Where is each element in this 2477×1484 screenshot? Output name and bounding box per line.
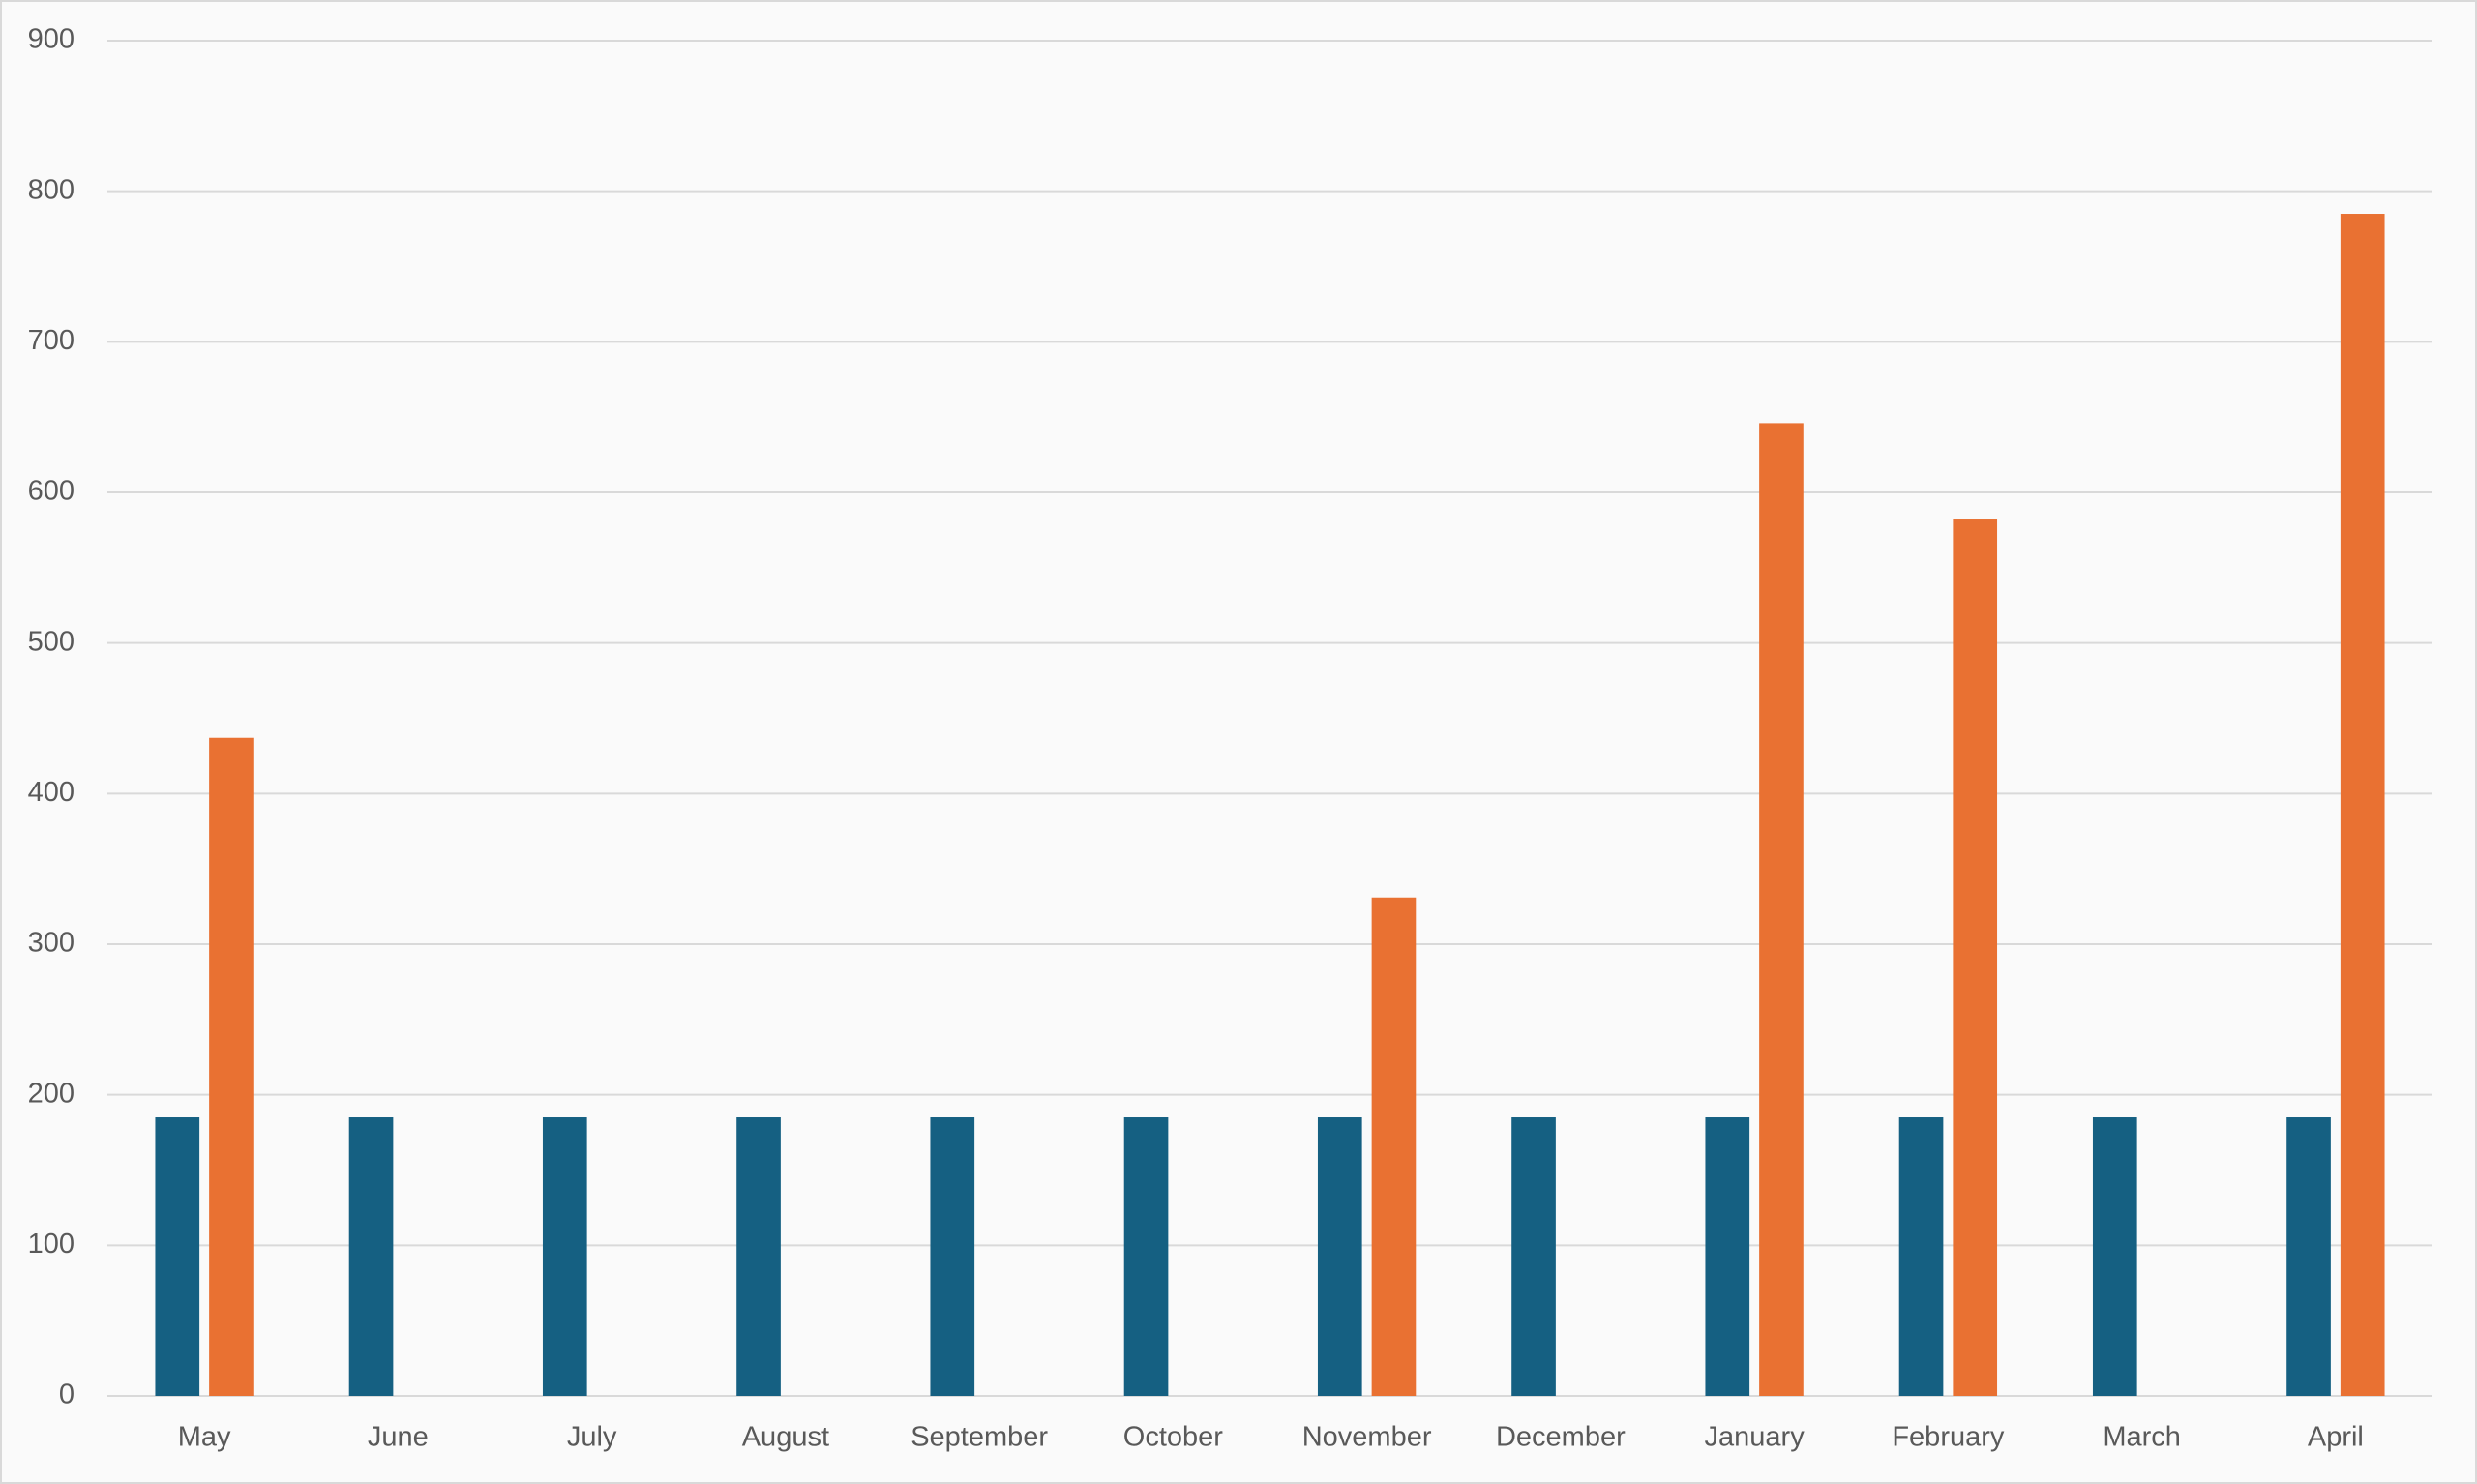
y-tick-label: 600	[28, 476, 75, 507]
y-tick-label: 500	[28, 626, 75, 657]
y-tick-label: 300	[28, 928, 75, 959]
x-tick-label: November	[1302, 1422, 1432, 1453]
x-tick-label: August	[742, 1422, 829, 1453]
bar	[209, 737, 254, 1396]
x-tick-label: December	[1496, 1422, 1626, 1453]
x-tick-label: April	[2308, 1422, 2364, 1453]
x-tick-label: June	[368, 1422, 429, 1453]
bar	[1898, 1117, 1944, 1396]
bar	[1705, 1117, 1750, 1396]
bar	[1123, 1117, 1169, 1396]
bar	[1371, 897, 1417, 1396]
y-tick-label: 700	[28, 325, 75, 356]
bar	[1317, 1117, 1362, 1396]
bar	[542, 1117, 587, 1396]
bar	[348, 1117, 394, 1396]
bar	[1953, 519, 1998, 1396]
x-tick-label: May	[178, 1422, 231, 1453]
y-tick-label: 900	[28, 24, 75, 55]
bar	[930, 1117, 975, 1396]
bar	[2092, 1117, 2137, 1396]
x-tick-label: September	[910, 1422, 1048, 1453]
bar	[1759, 423, 1804, 1397]
x-tick-label: July	[567, 1422, 617, 1453]
bar	[155, 1117, 200, 1396]
bar	[2286, 1117, 2331, 1396]
y-tick-label: 800	[28, 174, 75, 205]
bar	[736, 1117, 781, 1396]
y-tick-label: 100	[28, 1229, 75, 1260]
y-tick-label: 0	[59, 1380, 75, 1410]
x-tick-label: March	[2103, 1422, 2181, 1453]
x-tick-label: October	[1123, 1422, 1223, 1453]
bar	[2340, 214, 2385, 1397]
y-tick-label: 200	[28, 1078, 75, 1109]
bar	[1511, 1117, 1556, 1396]
x-tick-label: February	[1892, 1422, 2005, 1453]
y-tick-label: 400	[28, 777, 75, 808]
x-tick-label: January	[1705, 1422, 1806, 1453]
